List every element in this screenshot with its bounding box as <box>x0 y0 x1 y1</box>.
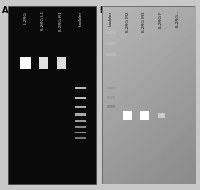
Bar <box>106 87 114 89</box>
Text: B: B <box>99 6 105 15</box>
Bar <box>106 97 114 99</box>
Bar <box>8 6 96 184</box>
Bar <box>75 132 85 133</box>
Bar <box>157 113 164 118</box>
Bar <box>75 87 85 89</box>
Bar <box>106 42 115 45</box>
Bar <box>56 57 65 69</box>
Text: Ladder: Ladder <box>108 11 112 26</box>
Text: IL2RG M2: IL2RG M2 <box>125 11 129 32</box>
Text: A: A <box>2 6 8 15</box>
Text: IL2RG M3: IL2RG M3 <box>142 11 146 32</box>
Bar <box>39 57 48 69</box>
Bar <box>75 97 85 100</box>
Text: IL2RG R1: IL2RG R1 <box>59 11 63 31</box>
Bar <box>75 126 85 128</box>
Bar <box>20 57 31 69</box>
Bar <box>75 120 85 122</box>
Text: IL2RG -: IL2RG - <box>175 11 179 27</box>
Bar <box>75 137 85 139</box>
Text: IL2RG: IL2RG <box>24 11 28 24</box>
Bar <box>139 111 148 120</box>
Bar <box>75 106 85 108</box>
Text: Ladder: Ladder <box>78 11 82 26</box>
Text: IL2RG F: IL2RG F <box>159 11 163 28</box>
Bar <box>75 113 85 116</box>
Bar <box>106 65 115 67</box>
Bar <box>106 76 115 78</box>
Bar <box>106 105 114 108</box>
Text: IL2RG L1: IL2RG L1 <box>41 11 45 30</box>
Bar <box>122 111 132 120</box>
Bar <box>106 53 115 56</box>
Bar <box>106 31 115 34</box>
